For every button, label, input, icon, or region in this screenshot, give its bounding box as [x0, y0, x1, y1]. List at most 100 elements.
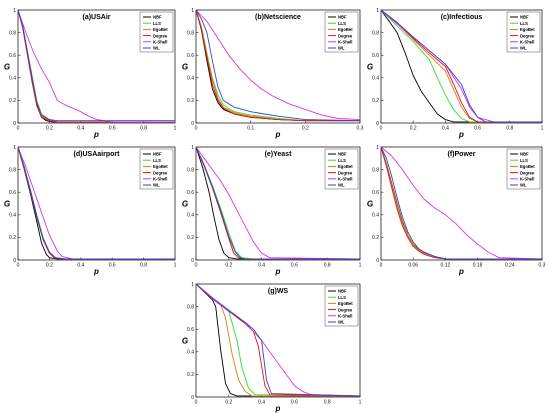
y-tick-label: 1	[13, 8, 16, 14]
x-tick-label: 0	[195, 263, 198, 269]
series-line-degree	[17, 9, 175, 123]
x-tick-label: 1	[541, 126, 544, 132]
series-line-wl	[195, 9, 361, 122]
y-axis-label: G	[4, 200, 10, 209]
series-line-wl	[17, 146, 175, 260]
x-axis-label: p	[93, 267, 99, 276]
legend-label: NBF	[520, 152, 529, 157]
x-axis-label: p	[458, 267, 464, 276]
legend-label: Degree	[338, 170, 353, 175]
y-tick-label: 0.2	[187, 98, 194, 104]
x-tick-label: 0.6	[109, 126, 116, 132]
legend-label: EgoBet	[520, 164, 535, 169]
legend-box	[139, 148, 174, 190]
y-tick-label: 0	[191, 121, 194, 127]
x-tick-label: 0.4	[77, 126, 84, 132]
y-axis-label: G	[182, 200, 188, 209]
legend-box	[324, 148, 359, 190]
x-tick-label: 0.6	[291, 400, 298, 406]
legend-label: EgoBet	[338, 164, 353, 169]
y-tick-label: 0.4	[187, 213, 194, 219]
series-line-nbf	[195, 283, 360, 397]
legend-label: Degree	[520, 33, 535, 38]
y-tick-label: 0.6	[9, 53, 16, 59]
x-tick-label: 0.4	[77, 263, 84, 269]
panel-2: 0 0.2 0.4 0.6 0.8 1 0 0.1 0.2 0.3 Gp (b)Netscience N…	[182, 8, 364, 139]
legend-label: NBF	[153, 15, 162, 20]
series-line-degree	[195, 9, 360, 122]
legend-label: LLS	[520, 158, 528, 163]
y-axis-label: G	[182, 337, 188, 346]
y-axis-label: G	[367, 63, 373, 72]
x-tick-label: 0.2	[302, 126, 309, 132]
series-line-wl	[380, 9, 542, 123]
panel-1: 0 0.2 0.4 0.6 0.8 1 0 0.2 0.4 0.6 0.8 1 Gp (a)USAir NB…	[4, 8, 177, 139]
y-tick-label: 0	[13, 121, 16, 127]
x-tick-label: 0.4	[258, 263, 265, 269]
series-line-degree	[380, 9, 542, 123]
legend-label: K-Shell	[153, 40, 167, 45]
x-tick-label: 0.8	[506, 126, 513, 132]
legend-label: EgoBet	[153, 164, 168, 169]
y-tick-label: 0.4	[372, 213, 379, 219]
series-line-k-shell	[17, 146, 175, 260]
y-tick-label: 0.2	[372, 235, 379, 241]
legend-label: Degree	[520, 170, 535, 175]
x-tick-label: 0.8	[324, 400, 331, 406]
y-tick-label: 0.2	[9, 235, 16, 241]
x-tick-label: 1	[359, 263, 362, 269]
panel-3: 0 0.2 0.4 0.6 0.8 1 0 0.2 0.4 0.6 0.8 1 Gp (c)Infecti…	[367, 8, 544, 139]
y-tick-label: 0.2	[372, 98, 379, 104]
legend-label: WL	[520, 183, 527, 188]
legend-box	[506, 11, 541, 53]
y-tick-label: 0.8	[372, 167, 379, 173]
y-tick-label: 0.8	[187, 30, 194, 36]
x-tick-label: 0.12	[441, 263, 451, 269]
legend-label: LLS	[338, 295, 346, 300]
x-tick-label: 0.4	[442, 126, 449, 132]
legend-label: LLS	[153, 21, 161, 26]
y-tick-label: 0	[376, 121, 379, 127]
x-tick-label: 0.8	[140, 126, 147, 132]
x-tick-label: 1	[174, 263, 177, 269]
y-tick-label: 0.2	[187, 372, 194, 378]
x-tick-label: 0.4	[258, 400, 265, 406]
legend-label: LLS	[338, 21, 346, 26]
y-tick-label: 0	[191, 395, 194, 401]
x-tick-label: 0.6	[474, 126, 481, 132]
panel-7: 0 0.2 0.4 0.6 0.8 1 0 0.2 0.4 0.6 0.8 1 Gp (g)WS NBFLL…	[182, 282, 362, 413]
panel-title: (a)USAir	[82, 14, 110, 21]
x-axis-label: p	[93, 130, 99, 139]
series-line-k-shell	[380, 146, 543, 260]
legend-label: K-Shell	[520, 40, 534, 45]
legend-label: WL	[153, 46, 160, 51]
y-tick-label: 0.6	[187, 53, 194, 59]
series-line-lls	[380, 9, 542, 123]
panel-title: (f)Power	[448, 151, 476, 158]
panel-title: (b)Netscience	[255, 14, 301, 21]
x-tick-label: 0	[380, 263, 383, 269]
x-tick-label: 0.1	[247, 126, 254, 132]
legend-label: LLS	[338, 158, 346, 163]
x-tick-label: 0.6	[109, 263, 116, 269]
legend-label: EgoBet	[338, 301, 353, 306]
x-tick-label: 0	[195, 126, 198, 132]
legend-label: K-Shell	[338, 314, 352, 319]
y-tick-label: 0.6	[372, 190, 379, 196]
legend-label: WL	[153, 183, 160, 188]
x-tick-label: 0.8	[324, 263, 331, 269]
legend-label: EgoBet	[153, 27, 168, 32]
x-tick-label: 0.6	[291, 263, 298, 269]
y-axis-label: G	[4, 63, 10, 72]
x-tick-label: 0	[17, 263, 20, 269]
y-tick-label: 1	[376, 145, 379, 151]
legend-label: NBF	[338, 152, 347, 157]
legend-label: WL	[338, 320, 345, 325]
series-line-degree	[380, 146, 542, 260]
legend-box	[324, 11, 359, 53]
y-tick-label: 1	[191, 145, 194, 151]
